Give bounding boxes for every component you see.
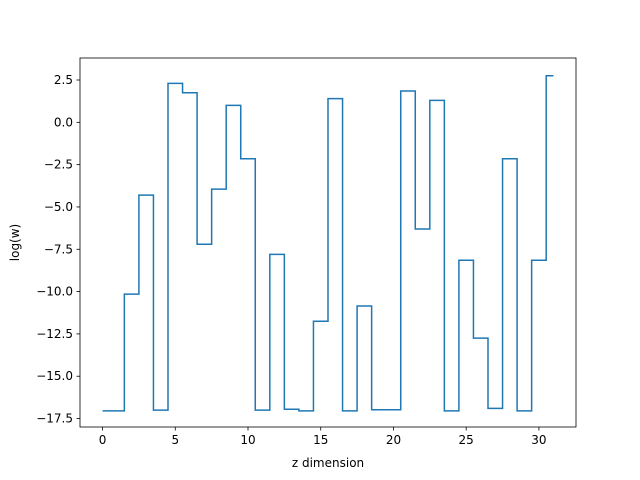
y-tick-label: 0.0 [54, 115, 73, 129]
x-tick-label: 10 [240, 433, 255, 447]
y-tick-label: −12.5 [36, 327, 73, 341]
y-tick-label: −5.0 [44, 200, 73, 214]
x-tick-label: 20 [386, 433, 401, 447]
y-tick-label: −17.5 [36, 412, 73, 426]
x-tick-label: 25 [459, 433, 474, 447]
ticks: 0 5 10 15 20 25 30 2.5 0.0 −2.5 −5.0 −7.5 −10.0 −12.5… [36, 73, 546, 447]
axes-frame [79, 57, 577, 428]
x-axis-label: z dimension [292, 456, 364, 470]
y-tick-label: −15.0 [36, 369, 73, 383]
x-tick-label: 5 [171, 433, 179, 447]
x-tick-label: 15 [313, 433, 328, 447]
y-tick-label: −7.5 [44, 242, 73, 256]
y-tick-label: −2.5 [44, 158, 73, 172]
y-tick-label: −10.0 [36, 285, 73, 299]
y-tick-label: 2.5 [54, 73, 73, 87]
y-axis-label: log(w) [8, 224, 22, 261]
x-tick-label: 0 [99, 433, 107, 447]
x-tick-label: 30 [531, 433, 546, 447]
series-line [102, 75, 554, 412]
